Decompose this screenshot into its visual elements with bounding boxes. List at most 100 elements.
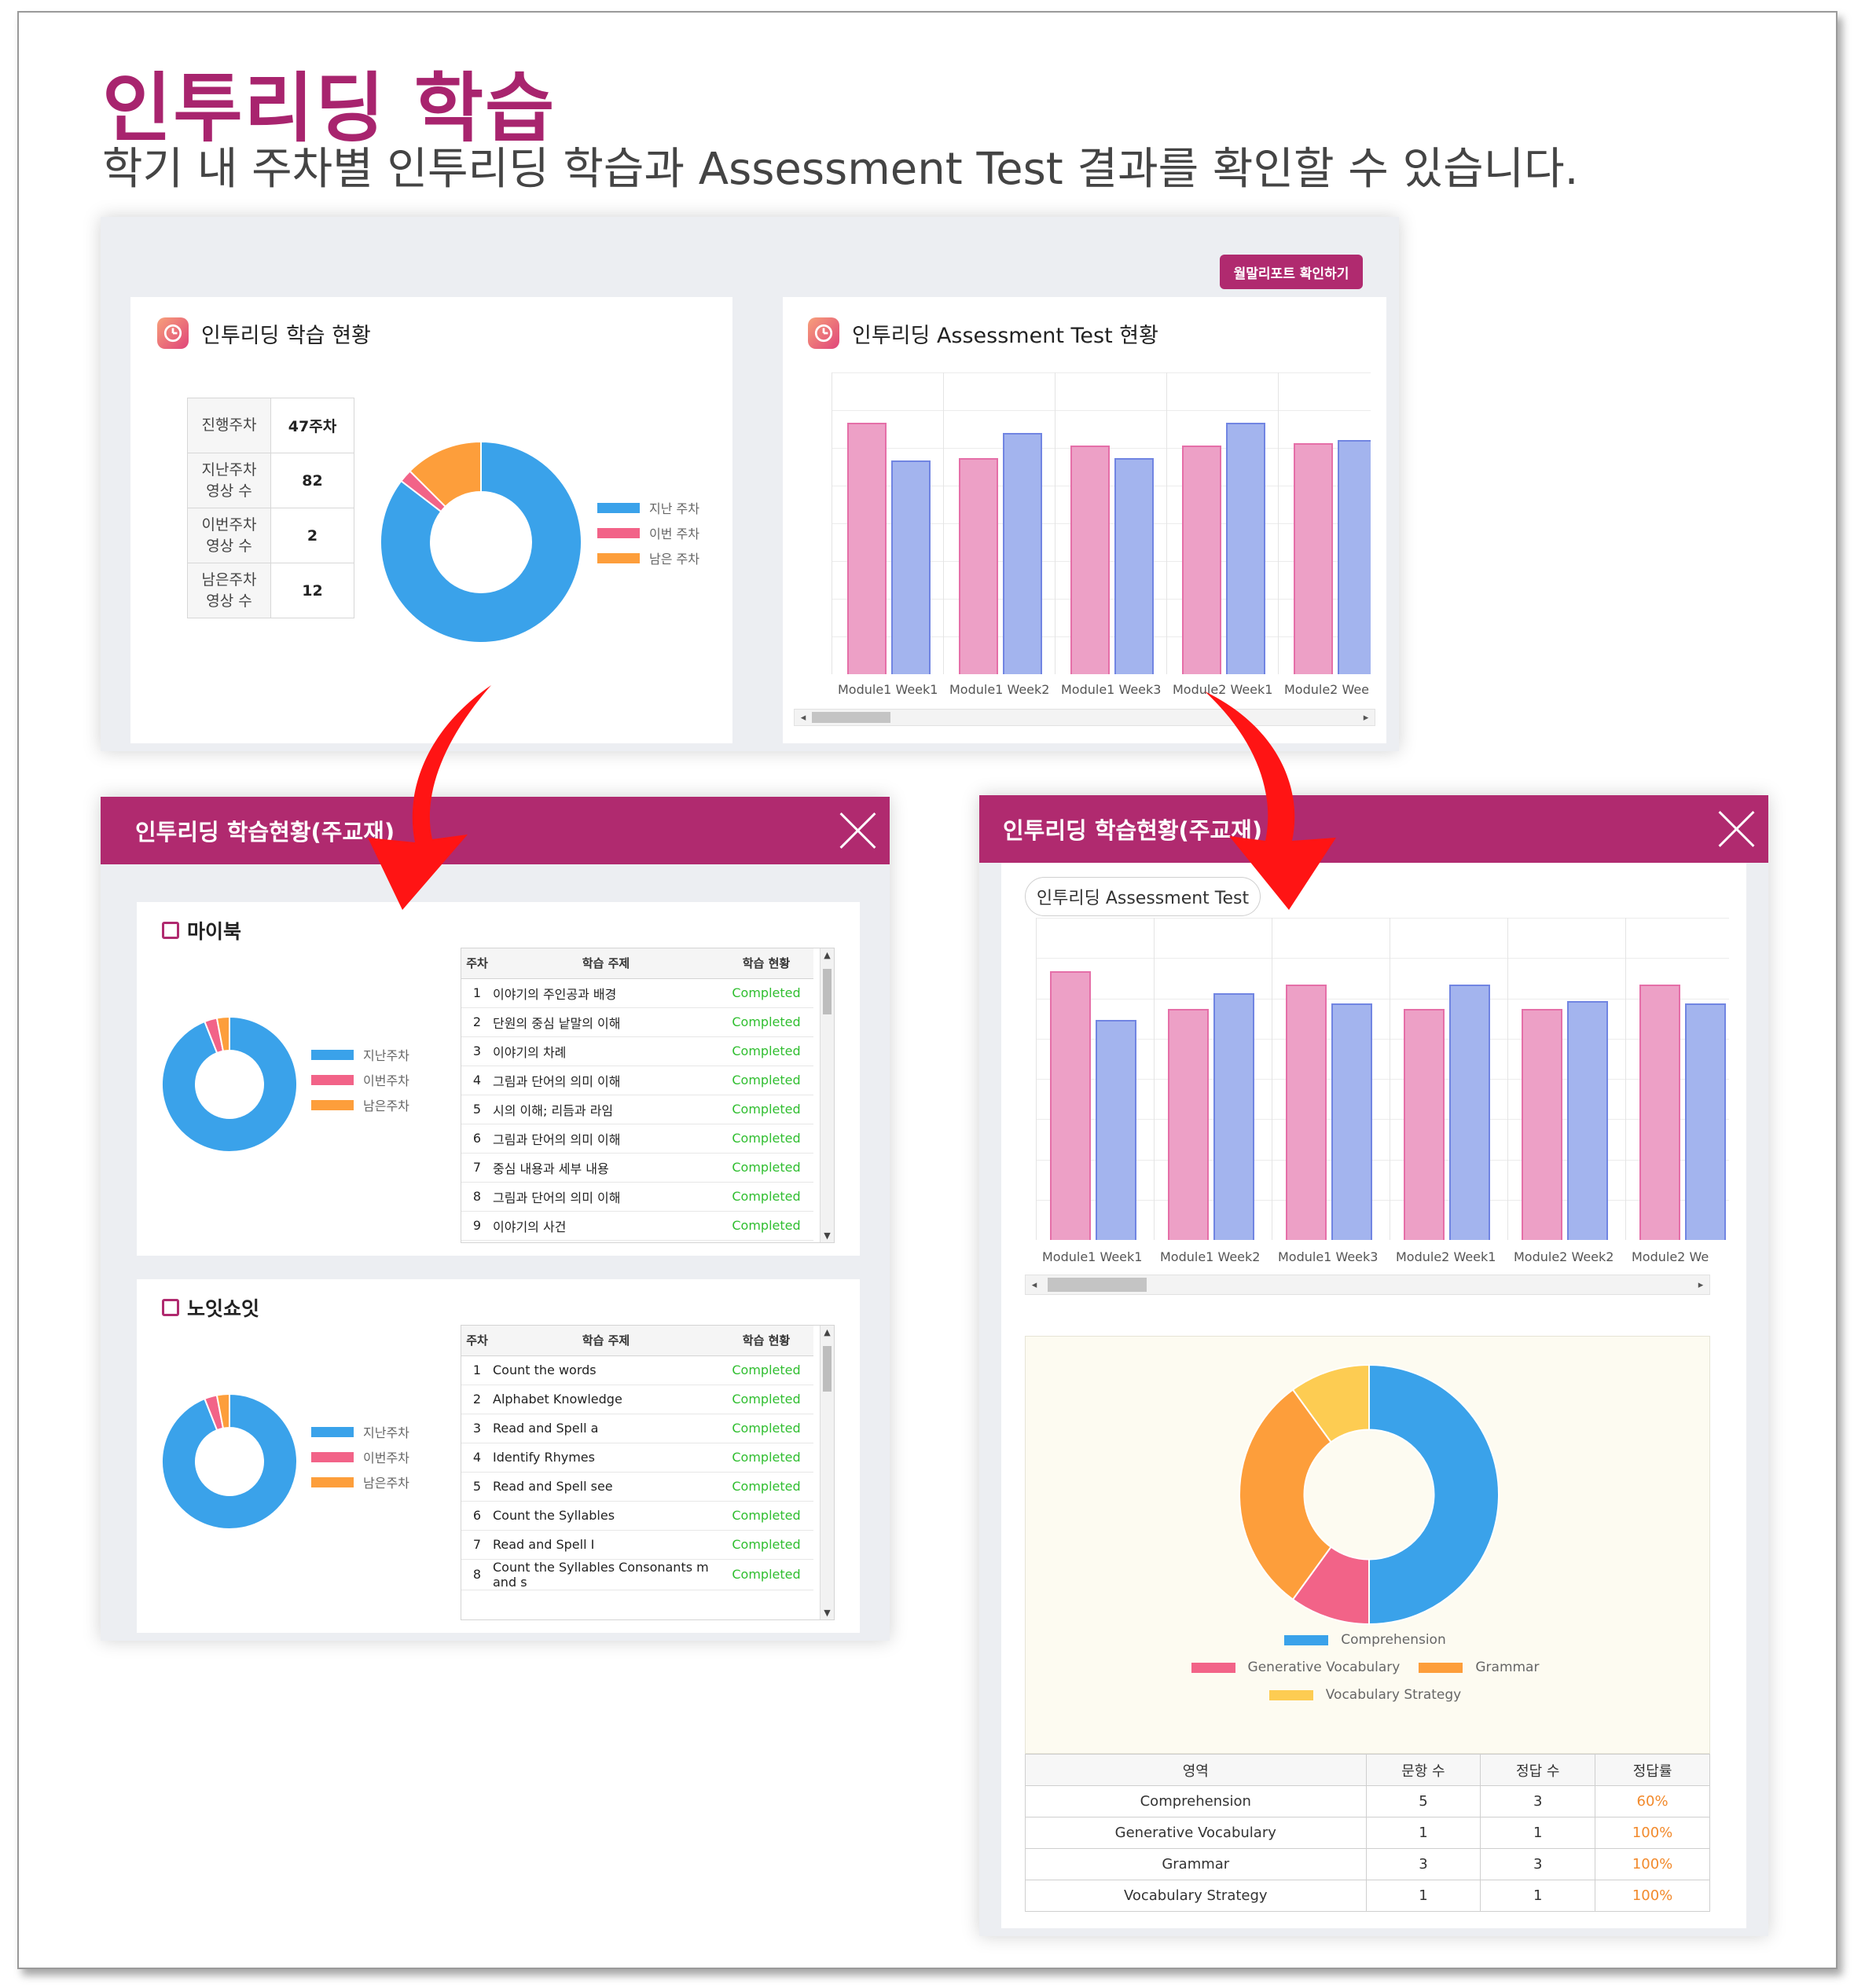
x-tick-label: Module2 Week2 (1514, 1249, 1614, 1264)
modal-hscroll[interactable]: ◂ ▸ (1025, 1275, 1710, 1295)
table-cell: 1 (461, 978, 493, 1008)
table-cell: 이야기의 사건 (493, 1211, 719, 1241)
table-cell: Completed (719, 978, 813, 1008)
book-icon (162, 1299, 179, 1316)
bar-Module1 Week3-s0 (1070, 445, 1110, 674)
study-legend: 지난 주차 이번 주차 남은 주차 (597, 495, 699, 570)
legend-item: 이번 주차 (597, 520, 699, 545)
results-table: 영역 문항 수 정답 수 정답률 Comprehension 5 3 60% Gener… (1025, 1754, 1710, 1912)
table-cell: 9 (461, 1211, 493, 1241)
mybook-card: 마이북 지난주차 이번주차 남은주차 주차 학습 주제 학습 현황 1 이야기의 … (137, 902, 860, 1256)
table-row: 7 Read and Spell I Completed (461, 1530, 813, 1560)
x-tick-label: Module1 Week3 (1278, 1249, 1379, 1264)
grid-line (1036, 1038, 1729, 1040)
table-cell: Grammar (1025, 1848, 1367, 1880)
table-row: 3 Read and Spell a Completed (461, 1414, 813, 1443)
col-rate: 정답률 (1595, 1754, 1710, 1786)
stat-value: 82 (270, 453, 354, 508)
legend-item: 남은주차 (311, 1469, 409, 1495)
table-cell: 단원의 중심 낱말의 이해 (493, 1007, 719, 1037)
table-cell: Completed (719, 1066, 813, 1095)
scroll-thumb[interactable] (823, 1346, 832, 1392)
mybook-vscroll[interactable]: ▲ ▼ (820, 948, 834, 1242)
table-cell: 1 (461, 1355, 493, 1385)
stat-value: 12 (270, 563, 354, 618)
legend-item: Generative Vocabulary (1191, 1655, 1407, 1681)
bar-Module1 Week1-s1 (891, 460, 931, 674)
table-row: 7 중심 내용과 세부 내용 Completed (461, 1153, 813, 1183)
table-cell: 3 (461, 1414, 493, 1443)
monthly-report-button[interactable]: 월말리포트 확인하기 (1220, 255, 1363, 289)
table-cell: 60% (1595, 1785, 1710, 1817)
table-cell: 3 (461, 1036, 493, 1066)
x-tick-label: Module2 Week1 (1396, 1249, 1496, 1264)
legend-item: Vocabulary Strategy (1268, 1682, 1467, 1708)
bar-Module2 Wee-s1 (1338, 440, 1371, 674)
col-questions: 문항 수 (1365, 1754, 1481, 1786)
table-cell: 3 (1365, 1848, 1481, 1880)
bar-Module2 Week2-s1 (1567, 1000, 1608, 1240)
noit-donut-chart (161, 1392, 298, 1530)
assessment-card: 인투리딩 Assessment Test 현황 Module1 Week1 Mod… (783, 297, 1386, 743)
table-cell: 그림과 단어의 의미 이해 (493, 1124, 719, 1154)
table-cell: 중심 내용과 세부 내용 (493, 1153, 719, 1183)
donut-slice-남은주차 (215, 1015, 230, 1052)
bar-Module2 Week2-s0 (1522, 1009, 1562, 1240)
stat-value: 47주차 (270, 398, 354, 453)
bar-Module1 Week3-s0 (1286, 985, 1327, 1240)
noit-vscroll[interactable]: ▲ ▼ (820, 1326, 834, 1619)
stat-label: 남은주차 영상 수 (187, 563, 271, 618)
book-icon (162, 922, 179, 939)
area-donut-chart (1239, 1363, 1500, 1626)
table-cell: 3 (1480, 1848, 1596, 1880)
left-modal-title: 인투리딩 학습현황(주교재) (135, 819, 395, 845)
table-row: 4 Identify Rhymes Completed (461, 1443, 813, 1473)
table-cell: 100% (1595, 1880, 1710, 1912)
scroll-thumb[interactable] (812, 712, 890, 723)
study-card-title: 인투리딩 학습 현황 (201, 323, 371, 348)
table-cell: Read and Spell see (493, 1472, 719, 1502)
table-cell: 이야기의 차례 (493, 1036, 719, 1066)
bar-Module2 We-s0 (1639, 985, 1680, 1240)
tab-assessment-test[interactable]: 인투리딩 Assessment Test (1025, 877, 1261, 916)
bar-Module1 Week1-s0 (1050, 971, 1091, 1240)
stat-value: 2 (270, 508, 354, 563)
table-cell: Vocabulary Strategy (1025, 1880, 1367, 1912)
table-cell: 3 (1480, 1785, 1596, 1817)
scroll-up-icon[interactable]: ▲ (824, 950, 831, 960)
table-cell: Read and Spell I (493, 1530, 719, 1560)
col-topic: 학습 주제 (493, 948, 719, 979)
grid-line (1036, 918, 1037, 1240)
scroll-right-icon[interactable]: ▸ (1698, 1278, 1704, 1291)
scroll-down-icon[interactable]: ▼ (824, 1231, 831, 1241)
assessment-card-title: 인투리딩 Assessment Test 현황 (852, 323, 1158, 348)
table-cell: Completed (719, 1414, 813, 1443)
close-icon[interactable] (833, 806, 882, 855)
table-cell: 100% (1595, 1848, 1710, 1880)
scroll-left-icon[interactable]: ◂ (800, 711, 806, 724)
table-row: Generative Vocabulary 1 1 100% (1025, 1817, 1710, 1849)
table-cell: 그림과 단어의 의미 이해 (493, 1066, 719, 1095)
scroll-up-icon[interactable]: ▲ (824, 1327, 831, 1337)
table-cell: 7 (461, 1153, 493, 1183)
scroll-down-icon[interactable]: ▼ (824, 1608, 831, 1618)
bar-Module2 Week1-s1 (1226, 423, 1265, 674)
area-chart-box: Comprehension Generative Vocabulary Gramm… (1025, 1336, 1710, 1754)
legend-item: 남은 주차 (597, 545, 699, 570)
table-cell: Count the Syllables (493, 1501, 719, 1531)
table-cell: Completed (719, 1036, 813, 1066)
table-cell: Completed (719, 1355, 813, 1385)
grid-line (1036, 998, 1729, 1000)
scroll-thumb[interactable] (823, 969, 832, 1014)
table-row: 1 Count the words Completed (461, 1355, 813, 1385)
scroll-thumb[interactable] (1048, 1278, 1147, 1292)
right-modal-header: 인투리딩 학습현황(주교재) (979, 795, 1768, 863)
bar-Module2 Week1-s0 (1404, 1009, 1445, 1240)
bar-Module1 Week2-s1 (1213, 992, 1254, 1240)
close-icon[interactable] (1712, 805, 1760, 853)
bar-Module1 Week1-s0 (847, 423, 887, 674)
mybook-legend: 지난주차 이번주차 남은주차 (311, 1042, 409, 1117)
scroll-left-icon[interactable]: ◂ (1031, 1278, 1037, 1291)
scroll-right-icon[interactable]: ▸ (1363, 711, 1369, 724)
